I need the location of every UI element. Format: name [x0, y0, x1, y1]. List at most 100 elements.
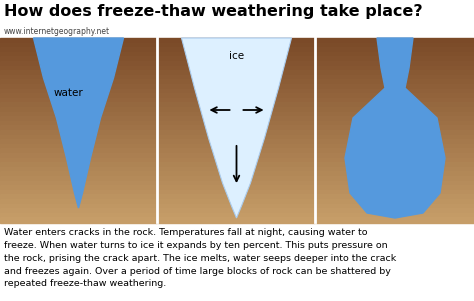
- Bar: [158, 167, 315, 172]
- Bar: [0, 52, 157, 57]
- Bar: [316, 56, 474, 61]
- Bar: [0, 79, 157, 85]
- Bar: [0, 38, 157, 43]
- Bar: [0, 139, 157, 144]
- Bar: [316, 84, 474, 89]
- Bar: [158, 98, 315, 103]
- Bar: [158, 185, 315, 190]
- Bar: [0, 75, 157, 80]
- Bar: [316, 153, 474, 158]
- Bar: [158, 47, 315, 52]
- Bar: [0, 208, 157, 213]
- Bar: [158, 213, 315, 218]
- Text: How does freeze-thaw weathering take place?: How does freeze-thaw weathering take pla…: [4, 4, 423, 19]
- Bar: [158, 102, 315, 107]
- Bar: [316, 176, 474, 181]
- Bar: [0, 98, 157, 103]
- Bar: [158, 217, 315, 222]
- Bar: [0, 158, 157, 163]
- Bar: [158, 52, 315, 57]
- Bar: [0, 167, 157, 172]
- Bar: [316, 148, 474, 154]
- Bar: [0, 153, 157, 158]
- Bar: [0, 102, 157, 107]
- Bar: [316, 47, 474, 52]
- Bar: [316, 144, 474, 149]
- Bar: [316, 213, 474, 218]
- Bar: [0, 190, 157, 195]
- Bar: [0, 130, 157, 135]
- Bar: [0, 213, 157, 218]
- Text: water: water: [54, 88, 83, 98]
- Bar: [158, 139, 315, 144]
- Bar: [316, 135, 474, 140]
- Bar: [0, 185, 157, 190]
- Bar: [158, 112, 315, 117]
- Bar: [316, 217, 474, 222]
- Bar: [158, 162, 315, 167]
- Bar: [316, 130, 474, 135]
- Bar: [0, 47, 157, 52]
- Bar: [316, 93, 474, 98]
- Bar: [158, 84, 315, 89]
- Bar: [158, 93, 315, 98]
- Bar: [158, 135, 315, 140]
- Bar: [158, 194, 315, 200]
- Bar: [316, 139, 474, 144]
- Bar: [158, 181, 315, 186]
- Bar: [316, 171, 474, 176]
- Bar: [316, 88, 474, 94]
- Bar: [0, 70, 157, 75]
- Bar: [316, 162, 474, 167]
- Bar: [0, 148, 157, 154]
- Bar: [0, 203, 157, 209]
- Bar: [158, 199, 315, 204]
- Bar: [316, 75, 474, 80]
- Bar: [0, 61, 157, 66]
- Bar: [316, 98, 474, 103]
- Bar: [158, 79, 315, 85]
- Bar: [0, 66, 157, 71]
- Bar: [316, 61, 474, 66]
- Polygon shape: [182, 38, 292, 218]
- Bar: [0, 126, 157, 131]
- Bar: [0, 199, 157, 204]
- Bar: [316, 38, 474, 43]
- Bar: [158, 56, 315, 61]
- Bar: [0, 181, 157, 186]
- Bar: [158, 121, 315, 126]
- Bar: [0, 162, 157, 167]
- Bar: [316, 181, 474, 186]
- Bar: [0, 56, 157, 61]
- Bar: [316, 43, 474, 48]
- Bar: [0, 116, 157, 121]
- Bar: [316, 70, 474, 75]
- Bar: [158, 190, 315, 195]
- Bar: [0, 194, 157, 200]
- Bar: [0, 171, 157, 176]
- Bar: [316, 107, 474, 112]
- Bar: [0, 93, 157, 98]
- Bar: [158, 38, 315, 43]
- Bar: [158, 43, 315, 48]
- Bar: [316, 66, 474, 71]
- Bar: [0, 176, 157, 181]
- Bar: [158, 158, 315, 163]
- Bar: [316, 126, 474, 131]
- Bar: [316, 199, 474, 204]
- Bar: [316, 116, 474, 121]
- Bar: [158, 88, 315, 94]
- Bar: [316, 190, 474, 195]
- Bar: [158, 107, 315, 112]
- Bar: [0, 135, 157, 140]
- Bar: [316, 185, 474, 190]
- Bar: [316, 208, 474, 213]
- Polygon shape: [345, 38, 445, 218]
- Bar: [0, 121, 157, 126]
- Polygon shape: [34, 38, 124, 208]
- Bar: [158, 148, 315, 154]
- Bar: [0, 107, 157, 112]
- Bar: [158, 203, 315, 209]
- Bar: [158, 66, 315, 71]
- Bar: [158, 70, 315, 75]
